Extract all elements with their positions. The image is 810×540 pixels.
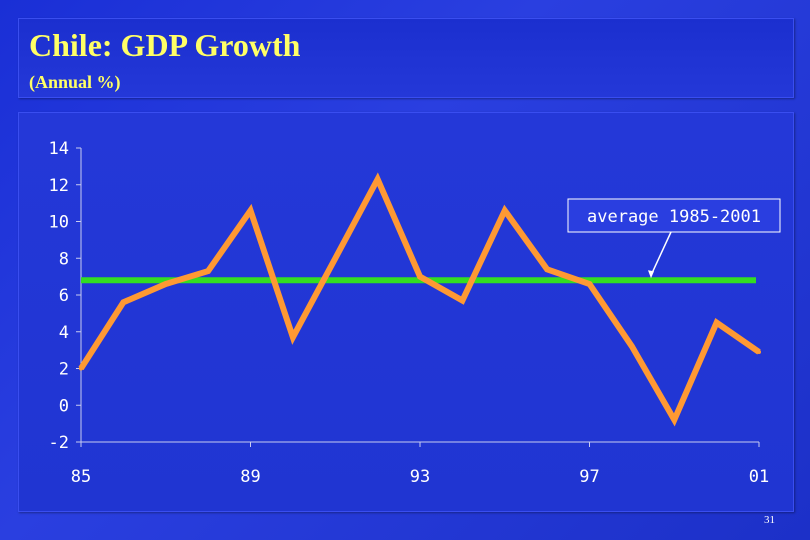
y-tick-label: 10 [49,213,69,233]
y-tick-label: 4 [59,323,69,343]
data-point [460,298,465,303]
data-point [418,274,422,279]
gdp-growth-chart: -2 0 2 4 6 8 10 12 14 85 89 93 97 01 average 1985-2001 [49,139,781,487]
data-point [714,320,719,325]
y-tick-label: 12 [49,176,69,196]
data-point [545,267,550,272]
average-callout-arrowhead [648,270,654,279]
x-tick-label: 93 [410,467,430,487]
data-point [672,417,677,422]
title-panel: Chile: GDP Growth (Annual %) [18,18,794,98]
page-number: 31 [764,514,775,526]
data-point [629,344,634,349]
y-tick-label: -2 [49,433,69,453]
data-point [121,300,126,305]
average-callout-pointer [650,231,672,276]
x-tick-label: 89 [240,467,260,487]
y-tick-label: 2 [59,360,69,380]
y-tick-label: 0 [59,396,69,416]
data-point [163,281,168,286]
x-tick-label: 85 [71,467,91,487]
data-point [587,281,592,286]
data-point [333,256,338,261]
average-callout-box [567,198,781,233]
data-point [375,177,380,182]
page-subtitle: (Annual %) [29,72,121,92]
data-point [248,208,253,213]
data-point [206,269,211,274]
data-point [757,349,761,354]
chart-panel: -2 0 2 4 6 8 10 12 14 85 89 93 97 01 average 1985-2001 [18,112,794,512]
page-title: Chile: GDP Growth [29,27,301,63]
y-tick-label: 8 [59,249,69,269]
data-point [502,208,507,213]
average-callout-label: average 1985-2001 [587,207,761,227]
data-point [79,366,83,371]
x-tick-label: 97 [579,467,599,487]
x-tick-label: 01 [749,467,769,487]
y-tick-label: 6 [59,286,69,306]
y-tick-label: 14 [49,139,69,159]
data-point [290,335,295,340]
